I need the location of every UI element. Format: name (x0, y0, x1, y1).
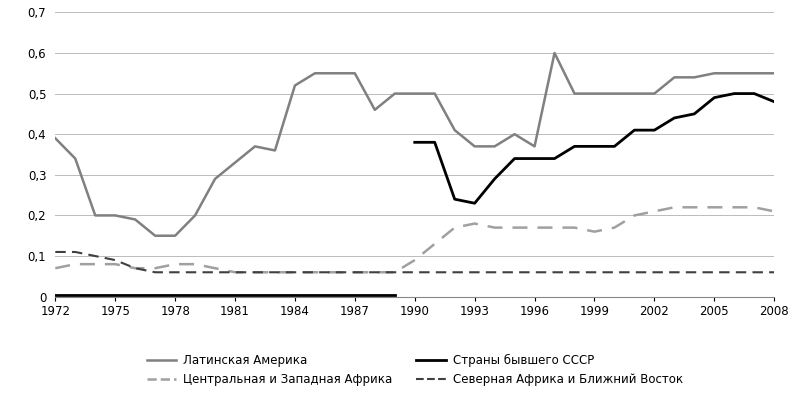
Legend: Латинская Америка, Центральная и Западная Африка, Страны бывшего СССР, Северная : Латинская Америка, Центральная и Западна… (147, 354, 683, 386)
